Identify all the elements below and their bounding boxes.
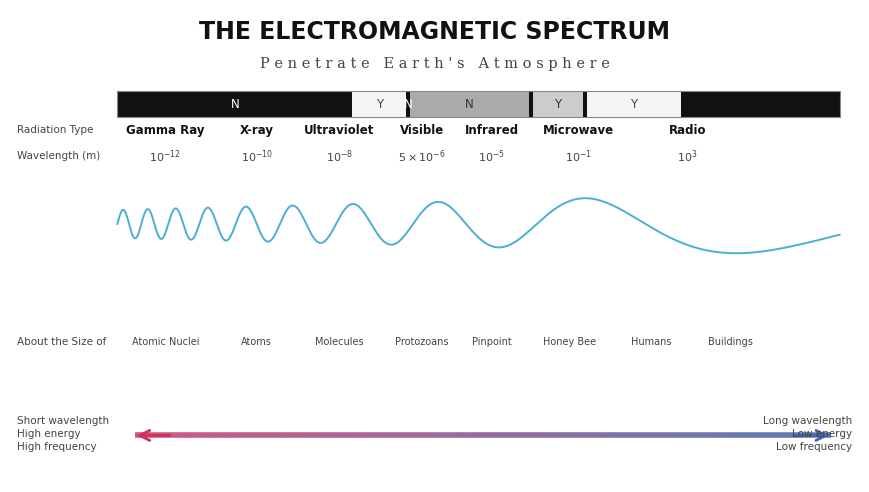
- Text: Radio: Radio: [667, 124, 706, 137]
- Text: $10^{-1}$: $10^{-1}$: [564, 148, 592, 165]
- Text: Protozoans: Protozoans: [395, 337, 448, 347]
- Text: Atoms: Atoms: [241, 337, 272, 347]
- Bar: [582, 91, 586, 117]
- Text: Low energy: Low energy: [792, 429, 852, 439]
- Text: N: N: [403, 97, 412, 111]
- Text: Long wavelength: Long wavelength: [762, 416, 852, 426]
- Text: High energy: High energy: [17, 429, 81, 439]
- Text: Low frequency: Low frequency: [776, 442, 852, 452]
- Bar: [532, 91, 582, 117]
- Bar: [528, 91, 532, 117]
- Bar: [680, 91, 839, 117]
- Text: N: N: [230, 97, 239, 111]
- Text: Atomic Nuclei: Atomic Nuclei: [131, 337, 199, 347]
- Text: Visible: Visible: [400, 124, 443, 137]
- Bar: [586, 91, 680, 117]
- Text: $10^{-12}$: $10^{-12}$: [149, 148, 181, 165]
- Text: N: N: [465, 97, 474, 111]
- Bar: [117, 91, 352, 117]
- Text: High frequency: High frequency: [17, 442, 97, 452]
- Text: Y: Y: [375, 97, 382, 111]
- Text: X-ray: X-ray: [239, 124, 274, 137]
- Text: THE ELECTROMAGNETIC SPECTRUM: THE ELECTROMAGNETIC SPECTRUM: [199, 20, 670, 44]
- Text: Ultraviolet: Ultraviolet: [304, 124, 374, 137]
- Text: About the Size of: About the Size of: [17, 337, 107, 347]
- Text: Y: Y: [629, 97, 637, 111]
- Text: Radiation Type: Radiation Type: [17, 125, 94, 135]
- Bar: [352, 91, 406, 117]
- Text: Buildings: Buildings: [707, 337, 753, 347]
- Text: $10^{-10}$: $10^{-10}$: [241, 148, 272, 165]
- Text: Honey Bee: Honey Bee: [542, 337, 596, 347]
- Bar: [409, 91, 528, 117]
- Bar: [117, 91, 839, 117]
- Text: Humans: Humans: [630, 337, 670, 347]
- Text: Microwave: Microwave: [542, 124, 614, 137]
- Text: $10^{3}$: $10^{3}$: [676, 148, 697, 165]
- Bar: [406, 91, 409, 117]
- Text: P e n e t r a t e   E a r t h ' s   A t m o s p h e r e: P e n e t r a t e E a r t h ' s A t m o …: [260, 57, 609, 70]
- Text: $5 \times 10^{-6}$: $5 \times 10^{-6}$: [397, 148, 446, 165]
- Text: Gamma Ray: Gamma Ray: [126, 124, 204, 137]
- Text: Short wavelength: Short wavelength: [17, 416, 109, 426]
- Text: Wavelength (m): Wavelength (m): [17, 152, 101, 161]
- Text: Molecules: Molecules: [315, 337, 363, 347]
- Text: Infrared: Infrared: [464, 124, 518, 137]
- Text: Y: Y: [554, 97, 561, 111]
- Text: $10^{-5}$: $10^{-5}$: [477, 148, 505, 165]
- Text: Pinpoint: Pinpoint: [471, 337, 511, 347]
- Text: $10^{-8}$: $10^{-8}$: [325, 148, 353, 165]
